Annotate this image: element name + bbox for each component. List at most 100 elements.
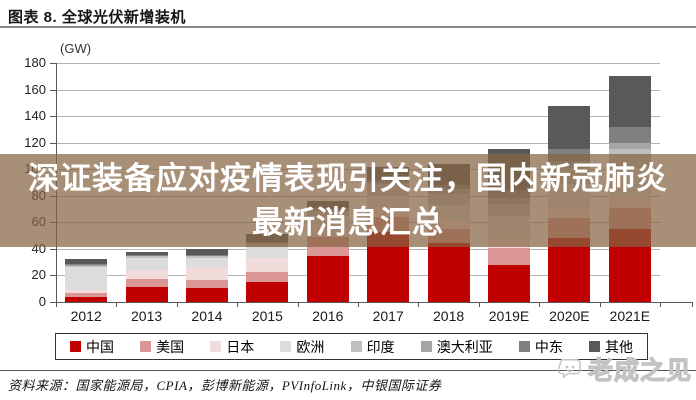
bar-segment-india [186, 256, 228, 258]
bar-segment-usa [186, 279, 228, 288]
x-axis-tick [116, 302, 118, 307]
y-axis-tick [50, 116, 56, 118]
x-axis-label-2015: 2015 [251, 308, 283, 324]
legend-swatch-india [350, 341, 362, 352]
bar-segment-europe [65, 267, 108, 291]
bar-segment-usa [125, 279, 168, 288]
bar-segment-australia [186, 255, 228, 257]
legend-swatch-europe [280, 341, 292, 352]
bar-segment-others [65, 259, 108, 264]
gridline-20 [56, 275, 660, 277]
chart-legend: 中国 美国 日本 欧洲 印度 澳大利亚 中东 其他 [55, 333, 648, 360]
x-axis-tick [176, 302, 178, 307]
bar-segment-china [548, 238, 591, 302]
source-note: 资料来源：国家能源局，CPIA，彭博新能源，PVInfoLink，中银国际证券 [8, 378, 442, 393]
bar-2012 [65, 259, 108, 302]
bar-segment-japan [125, 270, 168, 280]
legend-label-middle-east: 中东 [534, 340, 563, 356]
legend-label-china: 中国 [86, 340, 114, 356]
bar-2013 [125, 251, 168, 302]
legend-swatch-others [588, 341, 600, 352]
legend-label-europe: 欧洲 [296, 340, 325, 356]
bar-segment-usa [246, 272, 289, 282]
legend-label-india: 印度 [366, 340, 395, 356]
bar-segment-china [65, 297, 108, 302]
news-banner-overlay: 深证装备应对疫情表现引关注，国内新冠肺炎 最新消息汇总 [0, 154, 696, 247]
y-axis-label-0: 0 [38, 294, 46, 309]
gridline-140 [56, 116, 660, 118]
y-axis-label-140: 140 [24, 108, 46, 124]
x-axis-label-2021E: 2021E [609, 308, 651, 324]
bar-segment-china [427, 243, 470, 302]
bar-segment-japan [246, 257, 289, 273]
bar-segment-middle-east [608, 126, 651, 143]
bar-segment-australia [65, 264, 108, 266]
x-axis-label-2016: 2016 [312, 308, 344, 324]
bar-segment-japan [186, 266, 228, 280]
gridline-120 [56, 142, 660, 144]
legend-label-usa: 美国 [156, 340, 185, 356]
x-axis-label-2017: 2017 [372, 308, 404, 324]
legend-item-japan: 日本 [210, 337, 254, 357]
y-axis-tick [50, 248, 56, 250]
bar-segment-japan [65, 290, 108, 293]
x-axis-label-2020E: 2020E [549, 308, 590, 324]
y-axis-tick [50, 89, 56, 91]
bar-segment-europe [186, 257, 228, 267]
gridline-180 [56, 63, 660, 64]
legend-swatch-australia [420, 341, 432, 352]
figure-title: 图表 8. 全球光伏新增装机 [8, 9, 186, 26]
bar-segment-china [488, 264, 530, 302]
legend-item-india: 印度 [350, 337, 395, 357]
legend-label-others: 其他 [604, 340, 633, 356]
bar-segment-china [125, 287, 168, 302]
title-divider [0, 26, 696, 28]
bar-segment-china [246, 281, 289, 302]
bar-segment-usa [488, 247, 530, 265]
x-axis-label-2018: 2018 [433, 308, 465, 324]
bar-segment-india [65, 265, 108, 268]
legend-item-usa: 美国 [140, 337, 184, 357]
gridline-40 [56, 248, 660, 250]
watermark-text: 老成之见 [587, 356, 692, 385]
legend-item-china: 中国 [70, 337, 114, 357]
footer-divider [0, 370, 696, 371]
bar-segment-others [548, 105, 591, 150]
banner-line-1: 深证装备应对疫情表现引关注，国内新冠肺炎 [28, 160, 668, 196]
x-axis-tick [358, 302, 359, 307]
legend-item-europe: 欧洲 [280, 337, 324, 357]
bar-segment-china [306, 256, 349, 302]
x-axis-label-2013: 2013 [131, 308, 163, 324]
legend-label-australia: 澳大利亚 [436, 340, 493, 356]
x-axis-tick [297, 302, 299, 307]
y-axis-tick [50, 63, 56, 64]
bar-segment-others [608, 76, 651, 127]
y-axis-label-180: 180 [24, 55, 46, 70]
bar-segment-china [186, 287, 228, 302]
x-axis-line [56, 302, 692, 303]
legend-item-others: 其他 [588, 337, 633, 357]
x-axis-tick [478, 302, 480, 307]
x-axis-label-2012: 2012 [70, 308, 102, 324]
x-axis-tick [692, 302, 693, 307]
bar-2014 [186, 248, 228, 302]
y-axis-label-20: 20 [31, 267, 46, 283]
x-axis-tick [56, 302, 57, 307]
y-axis-label-120: 120 [24, 134, 46, 150]
y-axis-label-160: 160 [24, 81, 46, 97]
bar-segment-middle-east [186, 254, 228, 256]
bar-segment-india [125, 256, 168, 258]
legend-swatch-japan [210, 341, 222, 352]
x-axis-tick [660, 302, 661, 307]
legend-item-middle-east: 中东 [518, 337, 563, 357]
watermark: 老成之见 [557, 351, 692, 387]
legend-swatch-usa [140, 341, 152, 352]
y-axis-tick [50, 302, 56, 303]
y-axis-unit-label: (GW) [60, 41, 92, 56]
legend-item-australia: 澳大利亚 [420, 337, 493, 357]
bar-segment-europe [125, 257, 168, 271]
bar-segment-australia [125, 255, 168, 257]
watermark-logo-icon [557, 359, 581, 379]
bar-segment-others [125, 251, 168, 255]
bar-segment-others [186, 248, 228, 255]
